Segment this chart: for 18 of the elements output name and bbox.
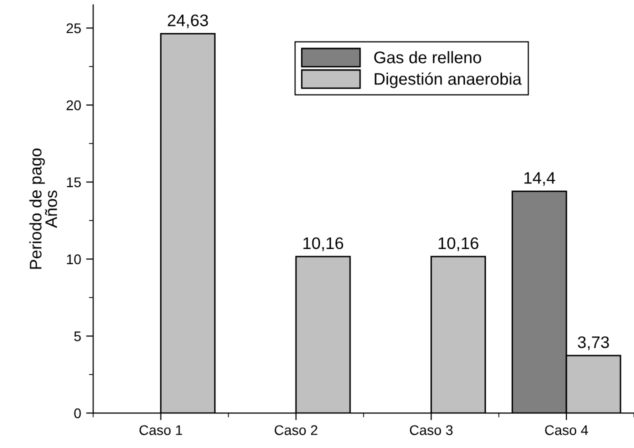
x-tick-label: Caso 1: [140, 425, 182, 436]
y-tick-label: 0: [74, 408, 81, 418]
x-tick-label: Caso 4: [545, 425, 588, 436]
data-label: 24,63: [168, 14, 208, 28]
y-tick-label: 20: [66, 100, 81, 110]
y-tick-label: 5: [74, 332, 81, 342]
data-label: 10,16: [303, 237, 344, 252]
y-tick-label: 15: [67, 178, 81, 188]
y-tick-label: 25: [66, 23, 81, 34]
data-label: 14,4: [524, 172, 556, 186]
y-tick-label: 10: [67, 254, 81, 264]
x-tick-label: Caso 2: [274, 425, 318, 436]
legend-label: Digestión anaerobia: [374, 72, 522, 88]
data-label: 10,16: [438, 237, 478, 252]
legend-label: Gas de relleno: [374, 51, 482, 64]
data-label: 3,73: [578, 336, 609, 350]
x-tick-label: Caso 3: [410, 425, 453, 436]
y-axis-title: Periodo de pago Años: [29, 148, 58, 269]
